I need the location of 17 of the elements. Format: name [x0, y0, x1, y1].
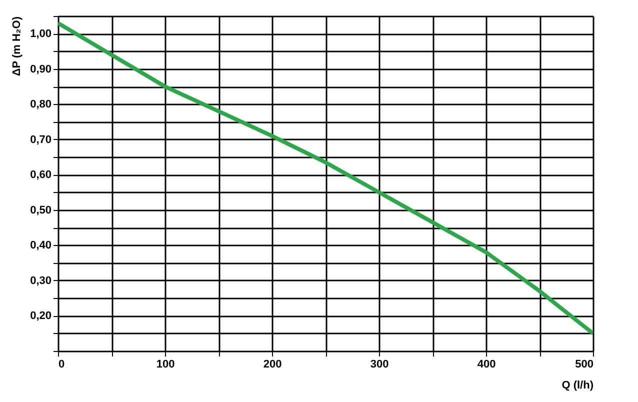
- x-tick-label: 0: [58, 358, 65, 370]
- x-axis-title: Q (l/h): [562, 380, 594, 392]
- y-tick-label: 1,00: [30, 28, 52, 40]
- y-tick-label: 0,20: [30, 310, 52, 322]
- y-tick-label: 0,50: [30, 204, 52, 216]
- x-tick-label: 500: [575, 358, 594, 370]
- y-tick-label: 0,40: [30, 240, 52, 252]
- y-tick-label: 0,70: [30, 134, 52, 146]
- y-tick-label: 0,90: [30, 63, 52, 76]
- x-tick-label: 100: [156, 358, 175, 370]
- y-tick-label: 0,80: [30, 98, 52, 111]
- y-axis-title: ΔP (m H₂O): [11, 16, 24, 76]
- y-tick-label: 0,30: [30, 274, 52, 287]
- x-tick-label: 200: [263, 358, 282, 370]
- y-tick-label: 0,60: [30, 169, 52, 182]
- x-tick-label: 400: [477, 358, 496, 370]
- x-tick-label: 300: [370, 358, 389, 370]
